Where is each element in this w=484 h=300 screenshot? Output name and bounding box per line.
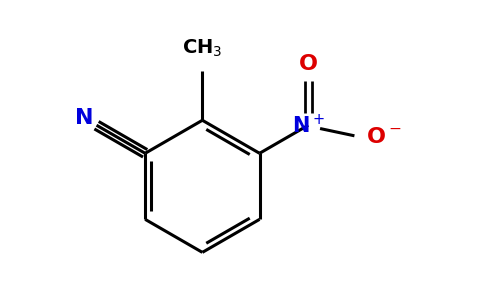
Text: O$^-$: O$^-$ — [366, 127, 402, 147]
Text: N: N — [75, 108, 93, 128]
Text: N$^+$: N$^+$ — [292, 114, 325, 137]
Text: O: O — [299, 55, 318, 74]
Text: CH$_3$: CH$_3$ — [182, 38, 223, 59]
